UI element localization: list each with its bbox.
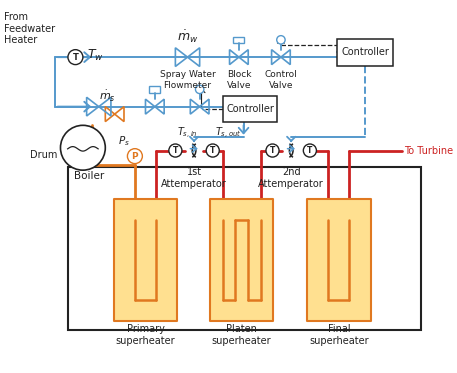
- Bar: [68, 167, 421, 330]
- Text: 1st
Attemperator: 1st Attemperator: [161, 167, 227, 189]
- Text: To Turbine: To Turbine: [404, 145, 453, 156]
- Circle shape: [68, 50, 83, 65]
- Circle shape: [266, 144, 279, 157]
- Bar: [114, 199, 177, 320]
- Circle shape: [206, 144, 219, 157]
- Text: $T_{s,out}$: $T_{s,out}$: [215, 126, 241, 141]
- Bar: [233, 37, 244, 43]
- Bar: [337, 40, 393, 66]
- Text: T: T: [270, 146, 275, 155]
- Text: From
Feedwater
Heater: From Feedwater Heater: [5, 12, 56, 46]
- Text: $T_{s,in}$: $T_{s,in}$: [177, 126, 198, 141]
- Text: Spray Water
Flowmeter: Spray Water Flowmeter: [159, 70, 215, 90]
- Text: $\dot{m}_s$: $\dot{m}_s$: [99, 89, 116, 104]
- Text: Primary
superheater: Primary superheater: [116, 324, 175, 346]
- Text: 2nd
Attemperator: 2nd Attemperator: [258, 167, 324, 189]
- Text: T: T: [173, 146, 178, 155]
- Text: Final
superheater: Final superheater: [309, 324, 369, 346]
- Bar: [210, 199, 273, 320]
- Text: T: T: [307, 146, 313, 155]
- Text: P: P: [132, 152, 138, 161]
- Text: Drum: Drum: [30, 150, 58, 160]
- Bar: [307, 199, 371, 320]
- Circle shape: [277, 36, 285, 44]
- Circle shape: [128, 149, 143, 164]
- Circle shape: [60, 125, 105, 170]
- Text: Controller: Controller: [226, 104, 274, 114]
- Bar: [223, 96, 277, 122]
- Text: $P_s$: $P_s$: [118, 134, 130, 148]
- Circle shape: [303, 144, 316, 157]
- Text: Controller: Controller: [341, 47, 389, 57]
- Text: T: T: [210, 146, 215, 155]
- Text: Control
Valve: Control Valve: [265, 70, 298, 90]
- Bar: [149, 86, 160, 93]
- Text: Boiler: Boiler: [74, 171, 105, 181]
- Circle shape: [196, 85, 204, 94]
- Circle shape: [169, 144, 182, 157]
- Text: $T_w$: $T_w$: [87, 48, 103, 63]
- Text: Platen
superheater: Platen superheater: [212, 324, 271, 346]
- Text: $\dot{m}_w$: $\dot{m}_w$: [177, 28, 198, 45]
- Text: Block
Valve: Block Valve: [227, 70, 251, 90]
- Text: T: T: [73, 53, 78, 62]
